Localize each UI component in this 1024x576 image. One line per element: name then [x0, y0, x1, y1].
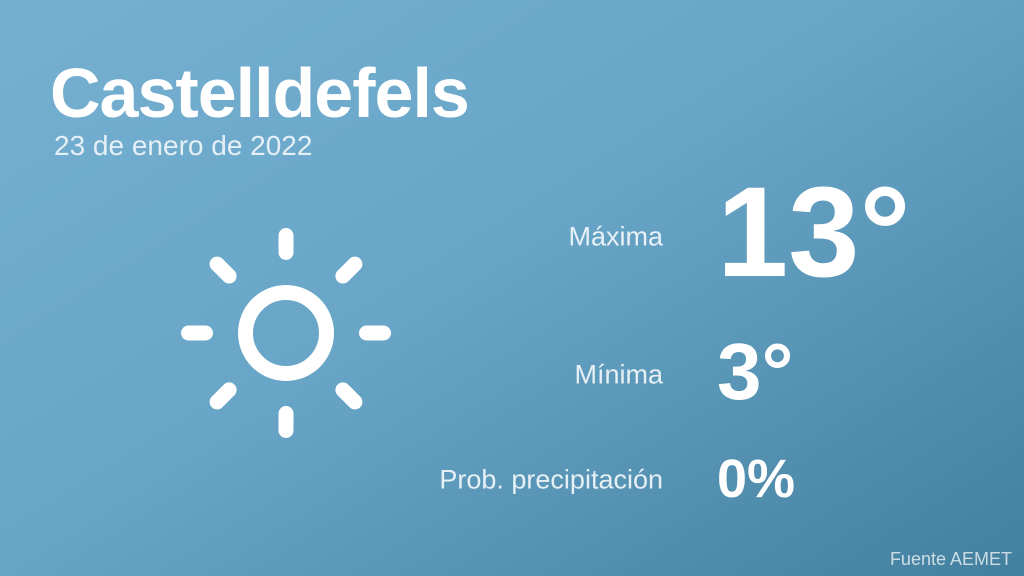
max-temp-label: Máxima [568, 221, 663, 252]
source-credit: Fuente AEMET [889, 549, 1012, 569]
date-subtitle: 23 de enero de 2022 [54, 130, 313, 161]
min-temp-label: Mínima [574, 359, 663, 390]
page-title: Castelldefels [50, 54, 470, 132]
precipitation-value: 0% [717, 449, 796, 509]
max-temp-value: 13° [717, 161, 911, 304]
sun-icon [181, 228, 391, 438]
min-temp-value: 3° [717, 327, 794, 416]
precipitation-label: Prob. precipitación [439, 464, 663, 495]
